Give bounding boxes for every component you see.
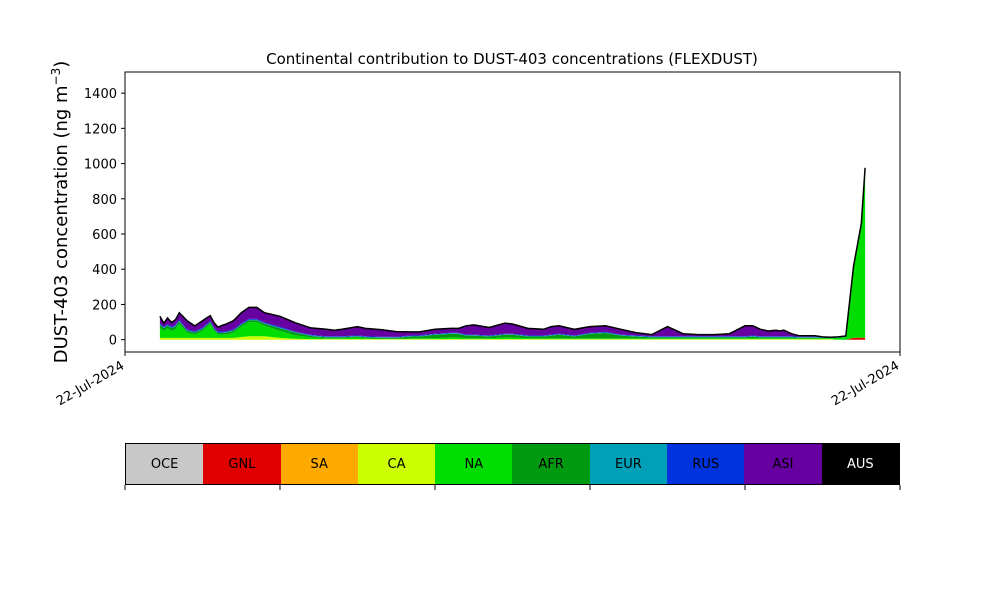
y-tick-label: 1400 (84, 87, 117, 102)
legend-item-ca: CA (357, 444, 436, 484)
area-asi (159, 167, 866, 338)
y-axis-label-main: DUST-403 concentration (ng m (51, 85, 72, 363)
y-axis: 0 200 400 600 800 1000 1200 1400 (84, 87, 125, 349)
chart-title: Continental contribution to DUST-403 con… (266, 50, 758, 68)
legend-item-gnl: GNL (203, 444, 281, 484)
y-axis-label-sup: −3 (49, 68, 63, 86)
legend-item-asi: ASI (744, 444, 822, 484)
x-tick-label: 22-Jul-2024 (829, 358, 902, 409)
stacked-areas (159, 167, 866, 340)
y-tick-label: 400 (92, 263, 117, 278)
legend-item-oce: OCE (126, 444, 204, 484)
y-tick-label: 200 (92, 298, 117, 313)
y-axis-label: DUST-403 concentration (ng m−3) (49, 61, 72, 364)
legend-item-aus: AUS (821, 444, 899, 484)
legend-item-eur: EUR (589, 444, 668, 484)
area-aus (159, 167, 866, 338)
y-tick-label: 0 (109, 334, 117, 349)
legend-item-sa: SA (280, 444, 358, 484)
y-tick-label: 1000 (84, 158, 117, 173)
y-tick-label: 800 (92, 193, 117, 208)
total-line (159, 167, 866, 338)
x-tick-label: 22-Jul-2024 (54, 358, 127, 409)
y-tick-label: 1200 (84, 122, 117, 137)
y-axis-label-close: ) (51, 61, 72, 68)
area-ca (159, 336, 866, 340)
legend-item-afr: AFR (512, 444, 590, 484)
legend-item-na: NA (435, 444, 513, 484)
continent-legend: OCE GNL SA CA NA AFR EUR RUS ASI AUS (125, 443, 900, 485)
y-tick-label: 600 (92, 228, 117, 243)
plot-frame (124, 71, 901, 353)
x-axis: 22-Jul-2024 22-Jul-2024 (54, 352, 902, 409)
legend-item-rus: RUS (667, 444, 745, 484)
